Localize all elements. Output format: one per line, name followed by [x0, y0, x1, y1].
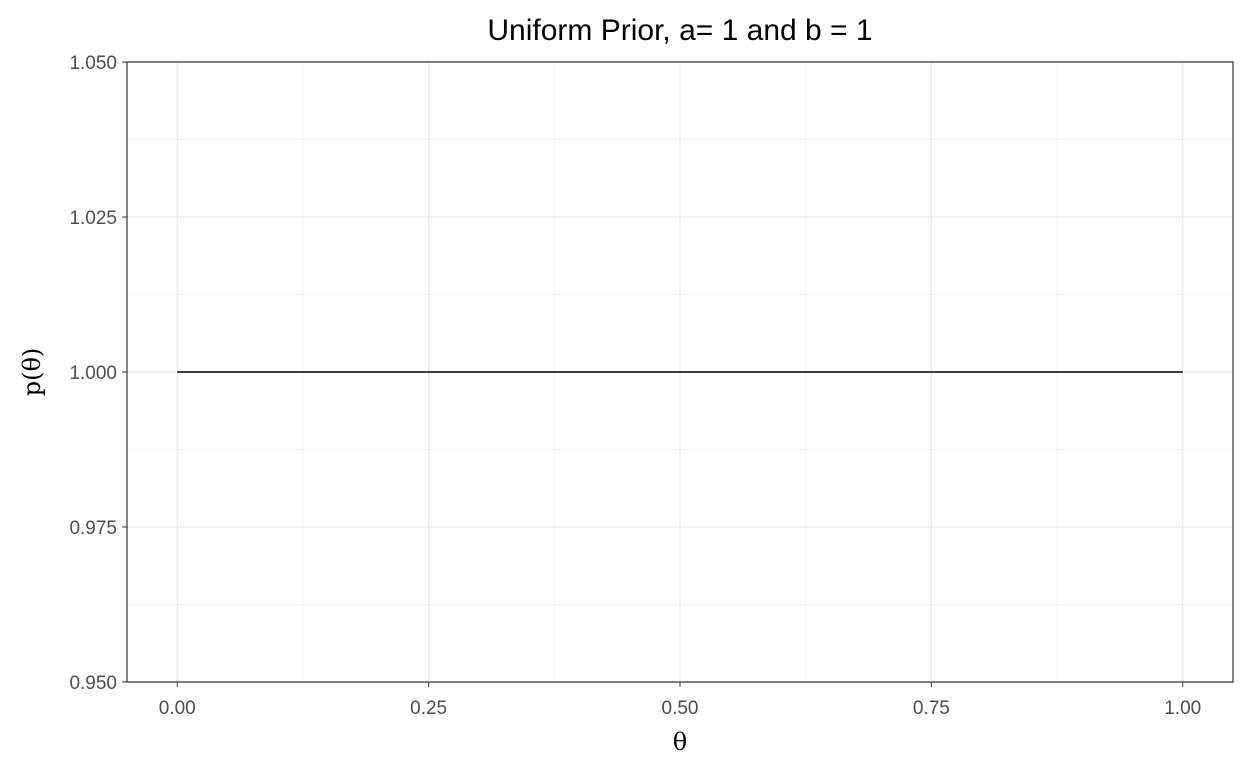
- y-axis-ticks: 0.950 0.975 1.000 1.025 1.050: [69, 53, 127, 694]
- x-axis-ticks: 0.00 0.25 0.50 0.75 1.00: [159, 682, 1201, 719]
- x-tick-label: 1.00: [1164, 698, 1201, 719]
- x-axis-title: θ: [673, 728, 687, 756]
- x-tick-label: 0.50: [662, 698, 699, 719]
- y-tick-label: 1.000: [69, 363, 117, 384]
- y-tick-label: 0.950: [69, 673, 117, 694]
- y-tick-label: 1.025: [69, 208, 117, 229]
- x-tick-label: 0.25: [410, 698, 447, 719]
- y-tick-label: 0.975: [69, 518, 117, 539]
- y-tick-label: 1.050: [69, 53, 117, 74]
- x-tick-label: 0.00: [159, 698, 196, 719]
- x-tick-label: 0.75: [913, 698, 950, 719]
- chart-title: Uniform Prior, a= 1 and b = 1: [487, 14, 872, 47]
- y-axis-title: p(θ): [18, 348, 46, 397]
